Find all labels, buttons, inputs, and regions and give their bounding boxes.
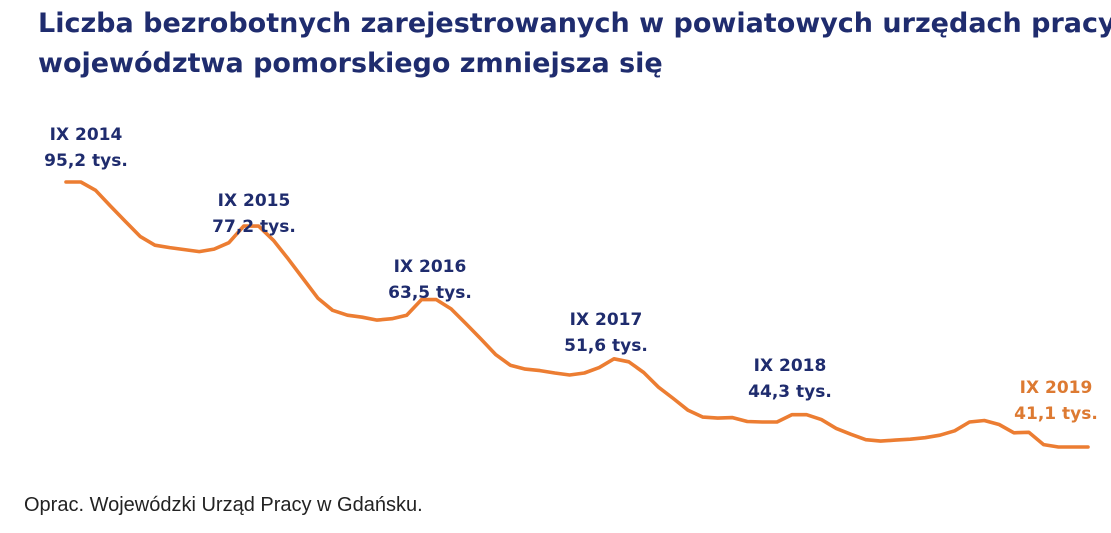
chart-title: Liczba bezrobotnych zarejestrowanych w p…: [38, 4, 1111, 84]
peak-annotation: IX 2017 51,6 tys.: [564, 310, 648, 356]
peak-annotation: IX 2019 41,1 tys.: [1014, 378, 1098, 424]
annotation-value: 44,3 tys.: [748, 382, 832, 402]
annotation-value: 95,2 tys.: [44, 151, 128, 171]
chart-marks: [64, 180, 1090, 449]
annotation-period: IX 2014: [50, 125, 123, 145]
annotation-period: IX 2017: [570, 310, 643, 330]
annotation-period: IX 2018: [754, 356, 827, 376]
peak-annotation: IX 2014 95,2 tys.: [44, 125, 128, 171]
annotation-period: IX 2015: [218, 191, 291, 211]
annotation-value: 77,2 tys.: [212, 217, 296, 237]
annotation-period: IX 2019: [1020, 378, 1093, 398]
annotation-period: IX 2016: [394, 257, 467, 277]
annotation-value: 63,5 tys.: [388, 283, 472, 303]
peak-annotation: IX 2016 63,5 tys.: [388, 257, 472, 303]
peak-annotation: IX 2015 77,2 tys.: [212, 191, 296, 237]
chart-title-line-2: województwa pomorskiego zmniejsza się: [38, 48, 663, 79]
annotation-value: 51,6 tys.: [564, 336, 648, 356]
peak-annotation: IX 2018 44,3 tys.: [748, 356, 832, 402]
source-note: Oprac. Wojewódzki Urząd Pracy w Gdańsku.: [24, 494, 423, 516]
chart-labels: IX 2014 95,2 tys. IX 2015 77,2 tys. IX 2016 6…: [44, 125, 1098, 424]
chart-title-line-1: Liczba bezrobotnych zarejestrowanych w p…: [38, 8, 1111, 39]
series-line: [64, 180, 1090, 449]
annotation-value: 41,1 tys.: [1014, 404, 1098, 424]
